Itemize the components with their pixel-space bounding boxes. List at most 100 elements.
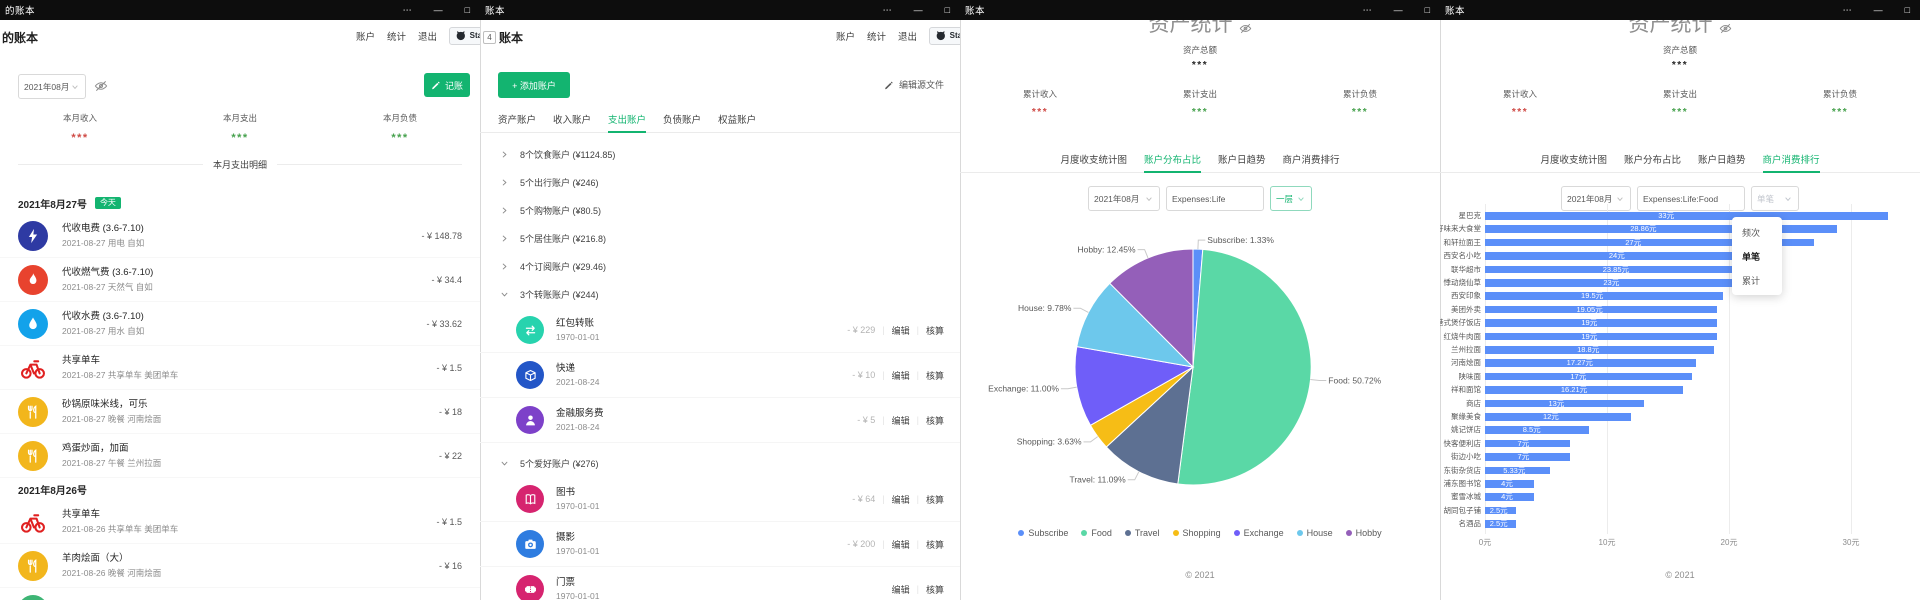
tab-chart-0[interactable]: 月度收支统计图	[1540, 155, 1607, 166]
account-group[interactable]: 5个爱好账户 (¥276)	[480, 449, 960, 477]
tab-account-type-3[interactable]: 负债账户	[663, 115, 702, 126]
transaction-row[interactable]	[0, 588, 480, 600]
transaction-row[interactable]: 共享单车 2021-08-27 共享单车 美团单车 - ¥ 1.5	[0, 346, 480, 390]
account-group[interactable]: 8个饮食账户 (¥1124.85)	[480, 140, 960, 168]
month-select[interactable]: 2021年08月	[1561, 186, 1631, 211]
bar-姚记饼店[interactable]	[1485, 426, 1589, 434]
window-minimize-icon[interactable]: —	[1393, 5, 1403, 15]
bar-聚缘美食[interactable]	[1485, 413, 1632, 421]
legend-item-Hobby[interactable]: Hobby	[1345, 528, 1382, 538]
transaction-row[interactable]: 鸡蛋炒面，加面 2021-08-27 午餐 兰州拉面 - ¥ 22	[0, 434, 480, 478]
nav-stats[interactable]: 统计	[387, 31, 407, 43]
window-maximize-icon[interactable]: □	[944, 5, 950, 15]
account-balance-link[interactable]: 核算	[925, 539, 944, 550]
window-maximize-icon[interactable]: □	[464, 5, 470, 15]
transaction-row[interactable]: 代收电费 (3.6-7.10) 2021-08-27 用电 自如 - ¥ 148.7…	[0, 214, 480, 258]
nav-accounts[interactable]: 账户	[836, 31, 856, 43]
account-balance-link[interactable]: 核算	[925, 584, 944, 595]
eye-off-icon[interactable]	[1719, 22, 1732, 35]
account-group[interactable]: 4个订阅账户 (¥29.46)	[480, 252, 960, 280]
bar-兰州拉面[interactable]	[1485, 346, 1715, 354]
tab-chart-3[interactable]: 商户消费排行	[1282, 155, 1340, 166]
pie-slice-Hobby[interactable]	[1109, 248, 1194, 369]
bar-好味来大食堂[interactable]	[1485, 225, 1838, 233]
legend-item-Shopping[interactable]: Shopping	[1172, 528, 1221, 538]
month-select[interactable]: 2021年08月	[18, 74, 86, 99]
account-balance-link[interactable]: 核算	[925, 415, 944, 426]
edit-source-link[interactable]: 编辑源文件	[884, 78, 944, 91]
legend-item-House[interactable]: House	[1296, 528, 1333, 538]
tab-chart-0[interactable]: 月度收支统计图	[1060, 155, 1127, 166]
tab-chart-2[interactable]: 账户日趋势	[1218, 155, 1266, 166]
window-menu-icon[interactable]: ⋯	[1842, 4, 1852, 15]
pie-slice-Travel[interactable]	[1105, 365, 1194, 485]
transaction-row[interactable]: 代收水费 (3.6-7.10) 2021-08-27 用水 自如 - ¥ 33.62	[0, 302, 480, 346]
account-row[interactable]: 快递 2021-08-24 - ¥ 10 | 编辑 | 核算	[480, 353, 960, 398]
github-stars-button[interactable]: Stars	[449, 27, 480, 45]
bar-河南烩面[interactable]	[1485, 359, 1696, 367]
window-minimize-icon[interactable]: —	[913, 5, 923, 15]
account-group[interactable]: 5个出行账户 (¥246)	[480, 168, 960, 196]
bar-名酒品[interactable]	[1485, 520, 1516, 528]
window-minimize-icon[interactable]: —	[433, 5, 443, 15]
transaction-row[interactable]: 代收燃气费 (3.6-7.10) 2021-08-27 天然气 自如 - ¥ 34.…	[0, 258, 480, 302]
mode-select[interactable]: 单笔	[1751, 186, 1799, 211]
bar-蜜雪冰城[interactable]	[1485, 493, 1534, 501]
edit-account-link[interactable]: 编辑	[891, 584, 910, 595]
tab-chart-1[interactable]: 账户分布占比	[1143, 146, 1202, 173]
account-list[interactable]: 8个饮食账户 (¥1124.85) 5个出行账户 (¥246) 5个购物账户 (¥8…	[480, 140, 960, 600]
nav-logout[interactable]: 退出	[898, 31, 918, 43]
account-group[interactable]: 5个购物账户 (¥80.5)	[480, 196, 960, 224]
window-menu-icon[interactable]: ⋯	[402, 4, 412, 15]
bar-星巴克[interactable]	[1485, 212, 1888, 220]
account-group[interactable]: 5个居住账户 (¥216.8)	[480, 224, 960, 252]
window-maximize-icon[interactable]: □	[1904, 5, 1910, 15]
legend-item-Travel[interactable]: Travel	[1124, 528, 1160, 538]
bar-和轩拉面王[interactable]	[1485, 238, 1815, 247]
account-group[interactable]: 3个转账账户 (¥244)	[480, 280, 960, 308]
bar-港式煲仔饭店[interactable]	[1485, 319, 1717, 327]
tab-account-type-4[interactable]: 权益账户	[718, 115, 757, 126]
transaction-row[interactable]: 砂锅原味米线，可乐 2021-08-27 晚餐 河南烩面 - ¥ 18	[0, 390, 480, 434]
edit-account-link[interactable]: 编辑	[891, 415, 910, 426]
account-filter-input[interactable]: Expenses:Life:Food	[1637, 186, 1745, 211]
tab-account-type-0[interactable]: 资产账户	[498, 115, 537, 126]
bar-悸动烧仙草[interactable]	[1485, 279, 1766, 287]
tab-chart-1[interactable]: 账户分布占比	[1623, 155, 1681, 166]
transaction-row[interactable]: 羊肉烩面（大） 2021-08-26 晚餐 河南烩面 - ¥ 16	[0, 544, 480, 588]
pie-slice-Exchange[interactable]	[1074, 346, 1195, 426]
month-select[interactable]: 2021年08月	[1088, 186, 1160, 211]
window-minimize-icon[interactable]: —	[1873, 5, 1883, 15]
account-row[interactable]: 金融服务费 2021-08-24 - ¥ 5 | 编辑 | 核算	[480, 398, 960, 443]
bar-浦东图书馆[interactable]	[1485, 480, 1534, 488]
tab-account-type-2[interactable]: 支出账户	[608, 106, 647, 133]
eye-off-icon[interactable]	[94, 79, 108, 93]
nav-accounts[interactable]: 账户	[356, 31, 376, 43]
bar-东街杂货店[interactable]	[1485, 466, 1550, 475]
transaction-row[interactable]: 共享单车 2021-08-26 共享单车 美团单车 - ¥ 1.5	[0, 500, 480, 544]
bar-陕味面[interactable]	[1485, 372, 1693, 381]
window-menu-icon[interactable]: ⋯	[882, 4, 892, 15]
window-menu-icon[interactable]: ⋯	[1362, 4, 1372, 15]
account-balance-link[interactable]: 核算	[925, 494, 944, 505]
tab-chart-3[interactable]: 商户消费排行	[1762, 146, 1820, 173]
nav-logout[interactable]: 退出	[418, 31, 438, 43]
account-balance-link[interactable]: 核算	[925, 325, 944, 336]
record-transaction-button[interactable]: 记账	[424, 73, 470, 97]
edit-account-link[interactable]: 编辑	[891, 539, 910, 550]
account-balance-link[interactable]: 核算	[925, 370, 944, 381]
tab-chart-2[interactable]: 账户日趋势	[1698, 155, 1746, 166]
tab-account-type-1[interactable]: 收入账户	[553, 115, 592, 126]
bar-红烧牛肉面[interactable]	[1485, 332, 1717, 341]
level-select[interactable]: 一层	[1270, 186, 1312, 211]
account-row[interactable]: 摄影 1970-01-01 - ¥ 200 | 编辑 | 核算	[480, 522, 960, 567]
legend-item-Subscribe[interactable]: Subscribe	[1018, 528, 1068, 538]
bar-联华超市[interactable]	[1485, 265, 1776, 274]
bar-美团外卖[interactable]	[1485, 305, 1718, 314]
bar-西安印象[interactable]	[1485, 292, 1723, 300]
bar-胡同包子铺[interactable]	[1485, 506, 1516, 515]
dropdown-option-单笔[interactable]: 单笔	[1742, 251, 1761, 262]
account-filter-input[interactable]: Expenses:Life	[1166, 186, 1264, 211]
pie-slice-House[interactable]	[1076, 282, 1195, 368]
nav-stats[interactable]: 统计	[867, 31, 887, 43]
